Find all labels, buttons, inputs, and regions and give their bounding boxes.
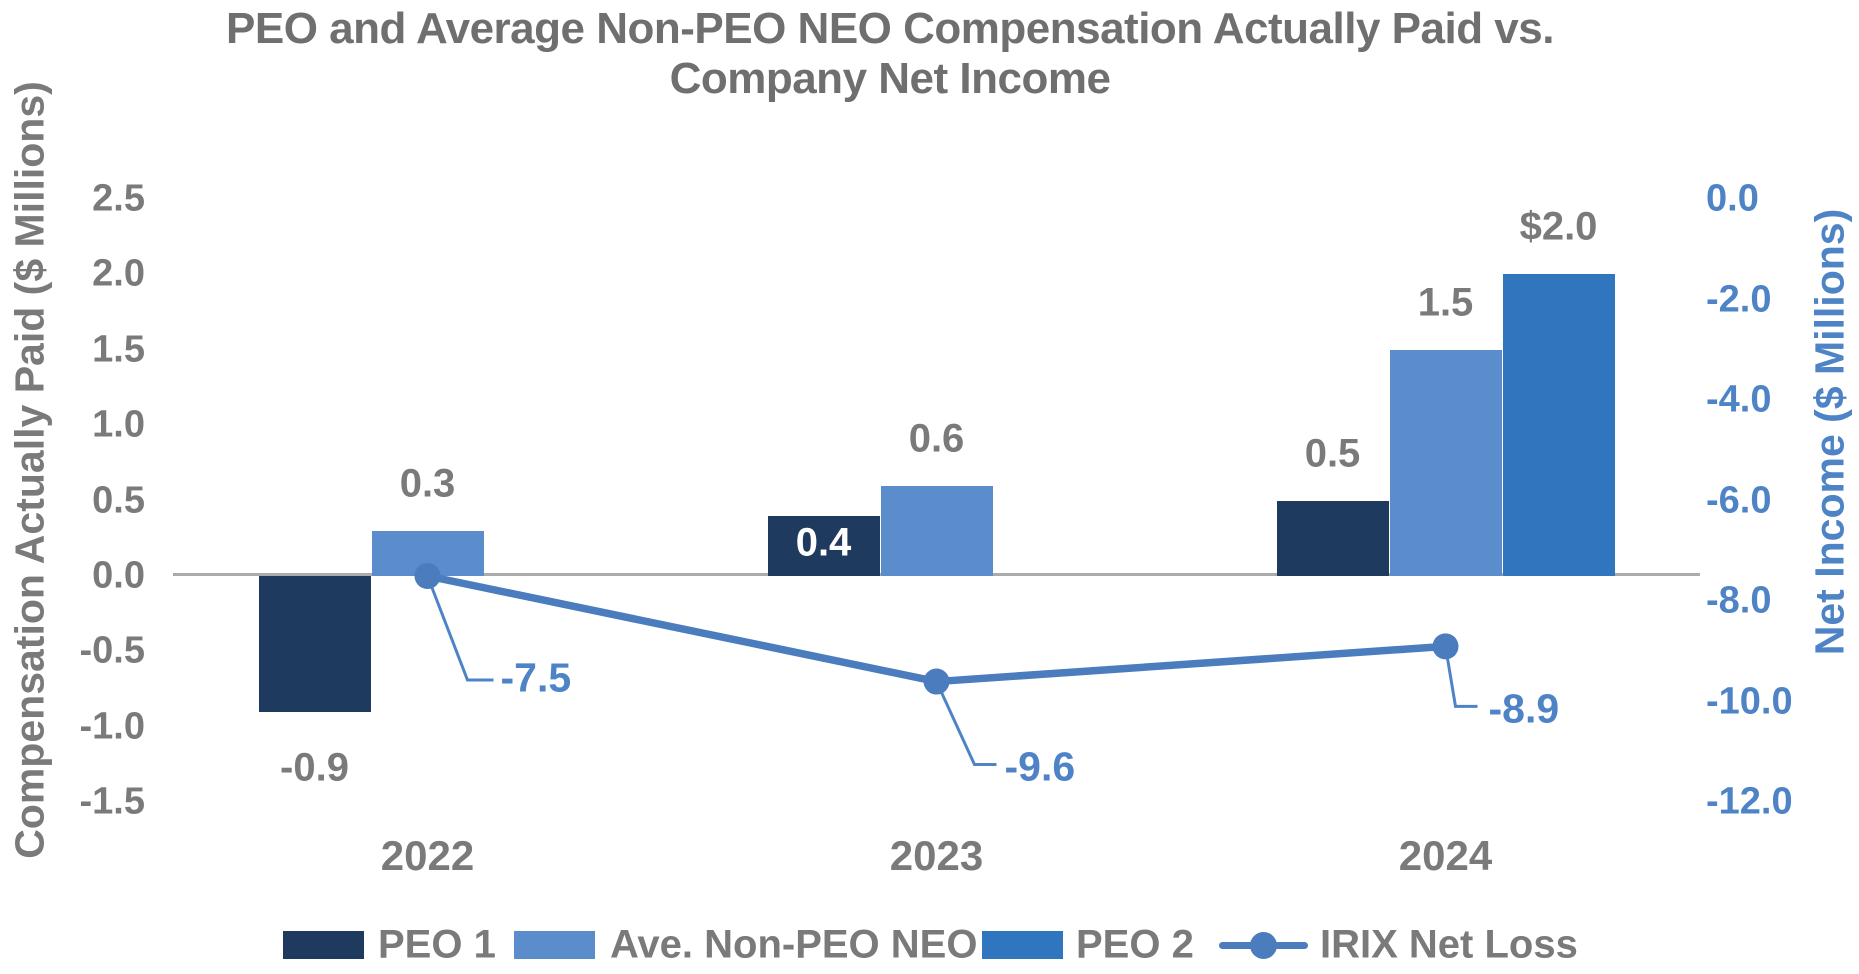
bar-ave-non-peo-neo-2022 <box>371 530 484 576</box>
data-label-peo-1-2022: -0.9 <box>280 745 349 790</box>
bar-ave-non-peo-neo-2023 <box>880 485 993 576</box>
bar-peo-1-2023 <box>767 515 880 576</box>
net-loss-marker-2024 <box>1432 633 1459 660</box>
right-y-axis-title: Net Income ($ Millions) <box>1806 208 1853 656</box>
left-tick-label-0-5: -0.5 <box>79 629 145 672</box>
legend-swatch-peo-1 <box>283 931 364 959</box>
callout-label-2022: -7.5 <box>500 654 572 701</box>
bar-peo-1-2024 <box>1276 500 1389 576</box>
right-tick-label-10-0: -10.0 <box>1706 680 1793 723</box>
category-label-2024: 2024 <box>1398 832 1493 879</box>
left-tick-label-2-0: 2.0 <box>92 252 145 295</box>
right-tick-label-0-0: 0.0 <box>1706 177 1759 220</box>
data-label-peo-1-2023: 0.4 <box>795 520 852 565</box>
left-tick-label-1-0: 1.0 <box>92 403 145 446</box>
right-tick-label-2-0: -2.0 <box>1706 278 1772 321</box>
left-tick-label-1-0: -1.0 <box>79 705 145 748</box>
callout-label-2023: -9.6 <box>1004 743 1076 790</box>
left-tick-label-0-0: 0.0 <box>92 554 145 597</box>
right-tick-label-8-0: -8.0 <box>1706 579 1772 622</box>
legend-label-peo-2: PEO 2 <box>1076 922 1194 967</box>
bar-peo-1-2022 <box>258 576 371 712</box>
net-loss-marker-2023 <box>923 668 950 695</box>
chart-title-line2: Company Net Income <box>669 54 1111 103</box>
legend-line-marker <box>1250 932 1277 959</box>
left-tick-label-0-5: 0.5 <box>92 479 145 522</box>
right-tick-label-6-0: -6.0 <box>1706 479 1772 522</box>
left-tick-label-2-5: 2.5 <box>92 177 145 220</box>
left-tick-label-1-5: -1.5 <box>79 780 145 823</box>
bar-ave-non-peo-neo-2024 <box>1389 349 1502 576</box>
irix-net-loss-line <box>423 572 1450 686</box>
data-label-ave-non-peo-neo-2022: 0.3 <box>399 461 456 506</box>
data-label-ave-non-peo-neo-2023: 0.6 <box>908 416 965 461</box>
category-label-2022: 2022 <box>380 832 475 879</box>
legend-label-peo-1: PEO 1 <box>378 922 496 967</box>
leader-line-2023 <box>935 680 997 767</box>
legend-swatch-ave-non-peo-neo <box>514 931 595 959</box>
left-tick-label-1-5: 1.5 <box>92 328 145 371</box>
leader-line-2024 <box>1444 646 1478 708</box>
legend-label-irix-net-loss: IRIX Net Loss <box>1320 922 1578 967</box>
category-label-2023: 2023 <box>889 832 984 879</box>
data-label-peo-1-2024: 0.5 <box>1304 431 1361 476</box>
right-tick-label-4-0: -4.0 <box>1706 378 1772 421</box>
bar-peo-2-2024 <box>1502 274 1615 576</box>
callout-label-2024: -8.9 <box>1488 685 1560 732</box>
legend-label-ave-non-peo-neo: Ave. Non-PEO NEO <box>610 922 978 967</box>
legend-swatch-peo-2 <box>982 931 1063 959</box>
data-label-ave-non-peo-neo-2024: 1.5 <box>1417 280 1474 325</box>
data-label-peo-2-2024: $2.0 <box>1519 204 1598 249</box>
leader-line-2022 <box>426 575 494 682</box>
right-tick-label-12-0: -12.0 <box>1706 780 1793 823</box>
chart-title: PEO and Average Non-PEO NEO Compensation… <box>150 4 1630 104</box>
chart-title-line1: PEO and Average Non-PEO NEO Compensation… <box>226 4 1554 53</box>
